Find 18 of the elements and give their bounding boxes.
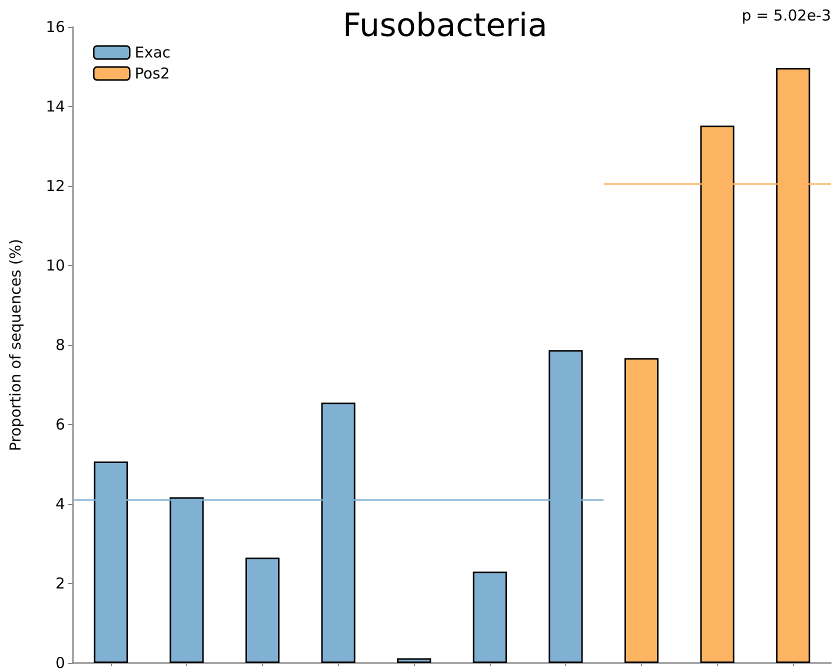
bar [397,658,432,663]
y-tick-label: 0 [55,654,65,671]
y-tick-label: 14 [46,98,65,116]
y-tick-label: 16 [46,18,65,36]
y-tick-label: 4 [55,495,65,513]
bar [624,358,659,663]
legend-label: Pos2 [134,64,170,82]
legend-label: Exac [134,44,171,62]
y-tick-label: 8 [55,336,65,354]
y-tick-label: 2 [55,574,65,592]
text: p = 5.02e-3 [742,6,832,24]
chart-title: Fusobacteria [342,6,548,44]
y-tick-label: 10 [46,256,65,274]
y-axis-title: Proportion of sequences (%) [6,238,24,452]
bar [245,558,280,663]
bar [472,572,507,663]
y-tick-label: 12 [46,177,65,195]
y-tick-label: 6 [55,416,65,434]
